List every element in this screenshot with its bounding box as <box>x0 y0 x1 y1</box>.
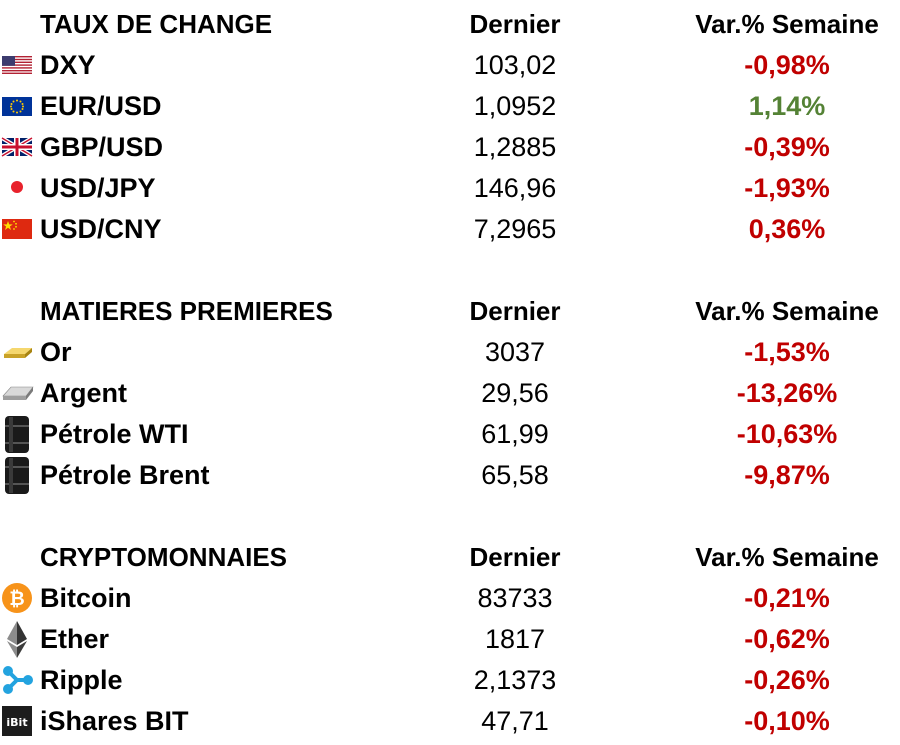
svg-text:₿: ₿ <box>9 588 24 610</box>
section-header-taux-de-change: TAUX DE CHANGE Dernier Var.% Semaine <box>0 4 900 45</box>
instrument-name: Or <box>40 337 72 367</box>
column-header-variation: Var.% Semaine <box>695 9 879 39</box>
column-header-last: Dernier <box>469 542 561 572</box>
table-row: Ether 1817 -0,62% <box>0 619 900 660</box>
weekly-change: -9,87% <box>744 460 830 490</box>
last-value: 1,0952 <box>473 91 557 121</box>
instrument-name: Pétrole Brent <box>40 460 210 490</box>
table-row: ₿ Bitcoin 83733 -0,21% <box>0 578 900 619</box>
column-header-last: Dernier <box>469 296 561 326</box>
ripple-icon <box>0 660 38 701</box>
table-row: Argent 29,56 -13,26% <box>0 373 900 414</box>
section-title: MATIERES PREMIERES <box>40 296 333 326</box>
last-value: 103,02 <box>473 50 557 80</box>
weekly-change: -0,10% <box>744 706 830 736</box>
table-row: Ripple 2,1373 -0,26% <box>0 660 900 701</box>
section-title: TAUX DE CHANGE <box>40 9 273 39</box>
bitcoin-icon: ₿ <box>0 578 38 619</box>
table-row: DXY 103,02 -0,98% <box>0 45 900 86</box>
table-row: Pétrole Brent 65,58 -9,87% <box>0 455 900 496</box>
us-flag-icon <box>0 45 38 86</box>
weekly-change: -0,39% <box>744 132 830 162</box>
instrument-name: Argent <box>40 378 127 408</box>
instrument-name: iShares BIT <box>40 706 189 736</box>
section-header-matieres-premieres: MATIERES PREMIERES Dernier Var.% Semaine <box>0 291 900 332</box>
instrument-name: Ripple <box>40 665 123 695</box>
last-value: 1817 <box>484 624 546 654</box>
last-value: 29,56 <box>481 378 549 408</box>
last-value: 1,2885 <box>473 132 557 162</box>
column-header-last: Dernier <box>469 9 561 39</box>
section-title: CRYPTOMONNAIES <box>40 542 288 572</box>
instrument-name: DXY <box>40 50 96 80</box>
table-row: iBit iShares BIT 47,71 -0,10% <box>0 701 900 742</box>
ishares-bit-icon: iBit <box>0 701 38 742</box>
table-row: USD/CNY 7,2965 0,36% <box>0 209 900 250</box>
column-header-variation: Var.% Semaine <box>695 542 879 572</box>
instrument-name: Bitcoin <box>40 583 132 613</box>
weekly-change: -0,98% <box>744 50 830 80</box>
last-value: 61,99 <box>481 419 549 449</box>
last-value: 146,96 <box>473 173 557 203</box>
weekly-change: -1,93% <box>744 173 830 203</box>
japan-flag-icon <box>0 168 38 209</box>
last-value: 7,2965 <box>473 214 557 244</box>
weekly-change: -1,53% <box>744 337 830 367</box>
last-value: 47,71 <box>481 706 549 736</box>
instrument-name: Ether <box>40 624 110 654</box>
last-value: 83733 <box>477 583 553 613</box>
column-header-variation: Var.% Semaine <box>695 296 879 326</box>
weekly-change: -13,26% <box>736 378 838 408</box>
ethereum-icon <box>0 619 38 660</box>
weekly-change: 0,36% <box>748 214 826 244</box>
instrument-name: GBP/USD <box>40 132 164 162</box>
gold-bar-icon <box>0 332 38 373</box>
weekly-change: -0,62% <box>744 624 830 654</box>
weekly-change: -10,63% <box>736 419 838 449</box>
table-row: Or 3037 -1,53% <box>0 332 900 373</box>
table-row: GBP/USD 1,2885 -0,39% <box>0 127 900 168</box>
instrument-name: USD/CNY <box>40 214 162 244</box>
uk-flag-icon <box>0 127 38 168</box>
last-value: 2,1373 <box>473 665 557 695</box>
section-header-cryptomonnaies: CRYPTOMONNAIES Dernier Var.% Semaine <box>0 537 900 578</box>
oil-barrel-icon <box>0 414 38 455</box>
instrument-name: Pétrole WTI <box>40 419 189 449</box>
instrument-name: EUR/USD <box>40 91 162 121</box>
table-row: USD/JPY 146,96 -1,93% <box>0 168 900 209</box>
china-flag-icon <box>0 209 38 250</box>
table-row: EUR/USD 1,0952 1,14% <box>0 86 900 127</box>
svg-text:iBit: iBit <box>6 716 27 729</box>
weekly-change: -0,26% <box>744 665 830 695</box>
eu-flag-icon <box>0 86 38 127</box>
last-value: 65,58 <box>481 460 549 490</box>
silver-bar-icon <box>0 373 38 414</box>
instrument-name: USD/JPY <box>40 173 156 203</box>
weekly-change: -0,21% <box>744 583 830 613</box>
last-value: 3037 <box>484 337 546 367</box>
weekly-change: 1,14% <box>748 91 826 121</box>
table-row: Pétrole WTI 61,99 -10,63% <box>0 414 900 455</box>
oil-barrel-icon <box>0 455 38 496</box>
